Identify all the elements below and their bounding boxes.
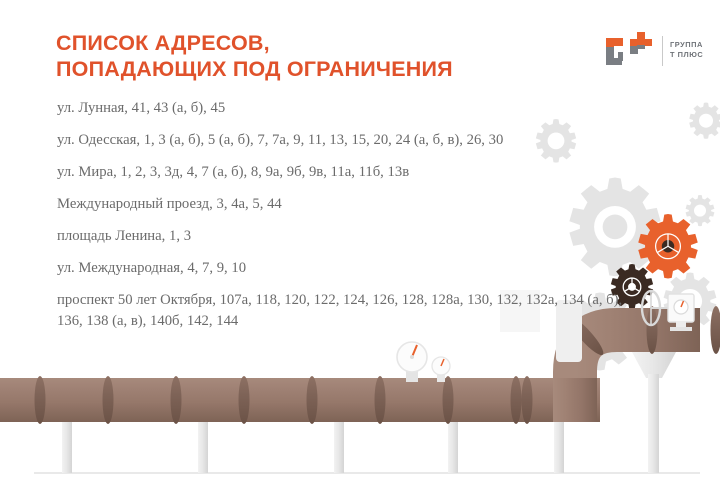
logo: ГРУППА Т ПЛЮС — [604, 30, 716, 72]
accent-gear-orange — [638, 214, 698, 279]
address-item: проспект 50 лет Октября, 107а, 118, 120,… — [57, 292, 623, 329]
address-item: ул. Мира, 1, 2, 3, 3д, 4, 7 (а, б), 8, 9… — [57, 164, 410, 180]
address-item: ул. Одесская, 1, 3 (а, б), 5 (а, б), 7, … — [57, 132, 504, 148]
header: СПИСОК АДРЕСОВ, ПОПАДАЮЩИХ ПОД ОГРАНИЧЕН… — [0, 0, 720, 92]
address-item: ул. Лунная, 41, 43 (а, б), 45 — [57, 100, 226, 116]
pipe-supports — [54, 352, 676, 473]
address-item: площадь Ленина, 1, 3 — [57, 228, 192, 244]
address-item: ул. Международная, 4, 7, 9, 10 — [57, 260, 247, 276]
address-item: Международный проезд, 3, 4а, 5, 44 — [57, 196, 282, 212]
page-title: СПИСОК АДРЕСОВ, ПОПАДАЮЩИХ ПОД ОГРАНИЧЕН… — [56, 31, 453, 81]
logo-text: ГРУППА Т ПЛЮС — [670, 40, 704, 59]
pipe-lower-run — [0, 376, 600, 424]
logo-divider — [662, 36, 663, 66]
pressure-gauge-small — [431, 356, 451, 382]
pressure-gauge-large — [396, 341, 428, 382]
t-plus-logo-icon — [606, 32, 652, 65]
valve-assembly — [640, 289, 695, 331]
address-list: ул. Лунная, 41, 43 (а, б), 45 ул. Одесск… — [57, 98, 625, 332]
